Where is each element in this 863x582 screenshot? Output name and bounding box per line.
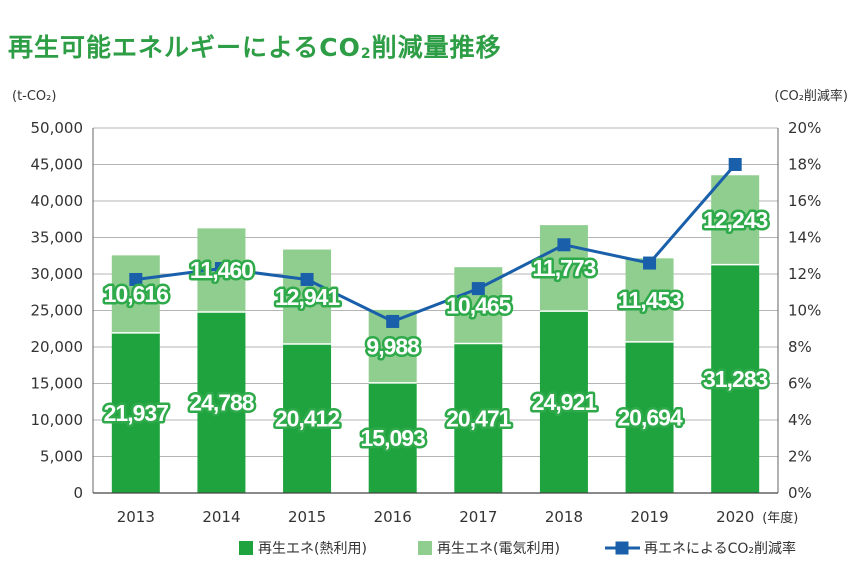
x-tick-label: 2018 <box>545 508 583 526</box>
y-left-tick-label: 30,000 <box>31 265 84 283</box>
bar-heat <box>197 312 246 493</box>
y-left-tick-label: 5,000 <box>40 448 83 466</box>
data-label-heat: 24,921 <box>532 389 598 415</box>
y-left-tick-label: 50,000 <box>31 119 84 137</box>
data-label-heat: 20,471 <box>446 405 512 431</box>
x-unit-label: (年度) <box>762 510 798 526</box>
data-label-electric: 12,243 <box>703 207 768 233</box>
x-tick-label: 2016 <box>374 508 412 526</box>
chart-title: 再生可能エネルギーによるCO2削減量推移 <box>8 28 502 64</box>
x-tick-label: 2017 <box>459 508 497 526</box>
data-label-heat: 15,093 <box>361 425 426 451</box>
bar-heat <box>368 382 417 493</box>
axes-group: 0 5,000 10,000 15,000 20,000 25,000 30,000 35,0… <box>12 88 848 526</box>
y-left-tick-label: 45,000 <box>31 156 84 174</box>
data-label-electric: 10,465 <box>446 292 512 318</box>
legend-label-electric: 再生エネ(電気利用) <box>437 541 560 557</box>
y-left-unit-label: (t-CO₂) <box>12 89 56 104</box>
bars-group <box>111 175 760 493</box>
y-right-tick-label: 14% <box>788 229 821 247</box>
data-label-heat: 21,937 <box>104 400 169 426</box>
data-label-electric: 12,941 <box>275 284 341 310</box>
line-marker <box>386 314 400 328</box>
legend: 再生エネ(熱利用) 再生エネ(電気利用) 再エネによるCO₂削減率 <box>239 540 796 557</box>
y-left-tick-label: 0 <box>73 484 83 502</box>
y-right-tick-label: 4% <box>788 411 812 429</box>
data-label-heat: 24,788 <box>189 390 255 416</box>
line-marker <box>728 158 742 171</box>
y-right-tick-label: 10% <box>788 302 821 320</box>
bar-heat <box>711 264 760 493</box>
y-left-tick-label: 25,000 <box>31 302 84 320</box>
bar-electric <box>625 258 674 342</box>
y-right-tick-label: 12% <box>788 265 821 283</box>
line-series-group <box>129 158 742 328</box>
data-label-heat: 31,283 <box>703 366 768 392</box>
y-left-tick-label: 15,000 <box>31 375 84 393</box>
line-marker <box>471 282 485 296</box>
y-left-tick-label: 40,000 <box>31 192 84 210</box>
line-marker <box>129 272 143 286</box>
data-labels-group: 21,937 10,616 24,788 11,460 20,412 12,941 15,0… <box>101 204 771 453</box>
bar-heat <box>454 343 503 493</box>
y-right-tick-label: 6% <box>788 375 812 393</box>
bar-heat <box>111 332 160 493</box>
line-marker <box>643 256 657 270</box>
legend-label-rate: 再エネによるCO₂削減率 <box>644 540 796 557</box>
legend-swatch-electric <box>418 541 432 555</box>
y-left-tick-label: 35,000 <box>31 229 84 247</box>
y-right-unit-label: (CO₂削減率) <box>774 88 848 104</box>
x-tick-label: 2020 <box>716 508 754 526</box>
line-marker <box>214 262 228 276</box>
x-tick-label: 2015 <box>288 508 326 526</box>
y-right-tick-label: 0% <box>788 484 812 502</box>
y-right-tick-label: 2% <box>788 448 812 466</box>
data-label-electric: 9,988 <box>366 333 420 359</box>
y-right-tick-label: 20% <box>788 119 821 137</box>
bar-electric <box>711 175 760 265</box>
y-right-tick-label: 18% <box>788 156 821 174</box>
chart-title-subscript: 2 <box>360 46 372 62</box>
bar-heat <box>539 311 588 493</box>
y-left-tick-label: 20,000 <box>31 338 84 356</box>
data-label-heat: 20,412 <box>275 405 340 431</box>
data-label-electric: 11,460 <box>190 257 253 283</box>
data-label-electric: 11,773 <box>532 255 595 281</box>
chart-title-main: 再生可能エネルギーによるCO <box>8 33 361 62</box>
x-tick-label: 2019 <box>630 508 668 526</box>
line-marker <box>300 272 314 286</box>
line-reduction-rate <box>135 163 737 323</box>
legend-marker-rate <box>615 541 629 555</box>
legend-swatch-heat <box>239 541 253 555</box>
y-right-tick-label: 16% <box>788 192 821 210</box>
line-marker <box>557 238 571 252</box>
data-label-electric: 10,616 <box>104 281 169 307</box>
chart-title-tail: 削減量推移 <box>371 33 502 62</box>
bar-heat <box>625 341 674 493</box>
x-tick-label: 2013 <box>117 508 155 526</box>
y-right-tick-label: 8% <box>788 338 812 356</box>
legend-label-heat: 再生エネ(熱利用) <box>258 541 367 557</box>
data-label-heat: 20,694 <box>617 404 683 430</box>
x-tick-label: 2014 <box>202 508 240 526</box>
y-left-tick-label: 10,000 <box>31 411 84 429</box>
data-label-electric: 11,453 <box>618 287 681 313</box>
bar-electric <box>111 255 160 333</box>
bar-electric <box>283 249 332 344</box>
bar-heat <box>283 343 332 493</box>
